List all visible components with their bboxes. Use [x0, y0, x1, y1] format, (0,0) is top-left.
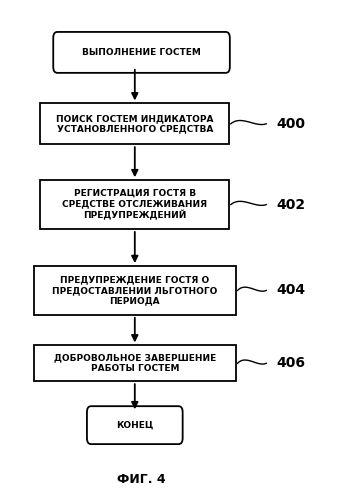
Text: РЕГИСТРАЦИЯ ГОСТЯ В
СРЕДСТВЕ ОТСЛЕЖИВАНИЯ
ПРЕДУПРЕЖДЕНИЙ: РЕГИСТРАЦИЯ ГОСТЯ В СРЕДСТВЕ ОТСЛЕЖИВАНИ… [62, 189, 207, 220]
FancyBboxPatch shape [34, 345, 236, 381]
Text: 404: 404 [276, 283, 305, 297]
Text: ФИГ. 4: ФИГ. 4 [117, 473, 166, 486]
Text: 402: 402 [276, 198, 305, 212]
Text: ВЫПОЛНЕНИЕ ГОСТЕМ: ВЫПОЛНЕНИЕ ГОСТЕМ [82, 48, 201, 57]
Text: КОНЕЦ: КОНЕЦ [116, 421, 153, 430]
Text: 400: 400 [276, 117, 305, 131]
Text: ДОБРОВОЛЬНОЕ ЗАВЕРШЕНИЕ
РАБОТЫ ГОСТЕМ: ДОБРОВОЛЬНОЕ ЗАВЕРШЕНИЕ РАБОТЫ ГОСТЕМ [54, 354, 216, 373]
FancyBboxPatch shape [53, 32, 230, 73]
FancyBboxPatch shape [87, 406, 183, 444]
Text: ПРЕДУПРЕЖДЕНИЕ ГОСТЯ О
ПРЕДОСТАВЛЕНИИ ЛЬГОТНОГО
ПЕРИОДА: ПРЕДУПРЕЖДЕНИЕ ГОСТЯ О ПРЕДОСТАВЛЕНИИ ЛЬ… [52, 275, 217, 305]
FancyBboxPatch shape [40, 180, 229, 229]
FancyBboxPatch shape [40, 103, 229, 144]
FancyBboxPatch shape [34, 266, 236, 315]
Text: 406: 406 [276, 356, 305, 370]
Text: ПОИСК ГОСТЕМ ИНДИКАТОРА
УСТАНОВЛЕННОГО СРЕДСТВА: ПОИСК ГОСТЕМ ИНДИКАТОРА УСТАНОВЛЕННОГО С… [56, 114, 214, 133]
